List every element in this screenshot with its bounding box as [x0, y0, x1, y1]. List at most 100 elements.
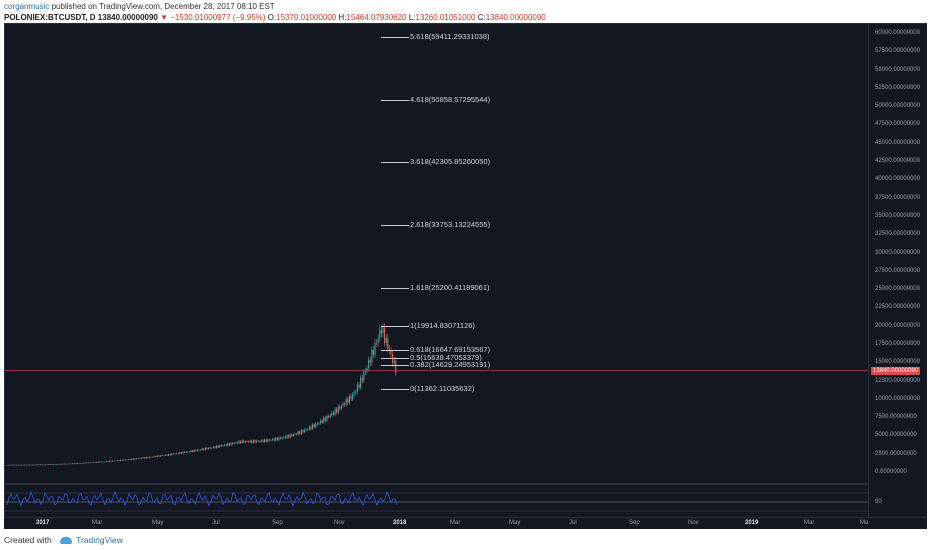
candle-body	[92, 462, 94, 464]
candle-body	[172, 453, 174, 455]
candle-body	[312, 424, 314, 429]
candle-body	[128, 459, 130, 460]
fib-level-line[interactable]	[381, 326, 409, 328]
candle-body	[320, 420, 322, 424]
price-axis-tick: 12500.00000000	[875, 377, 921, 384]
candle-body	[336, 409, 338, 413]
fib-level-line[interactable]	[381, 364, 409, 366]
open-label: O:	[267, 13, 277, 22]
fib-level-line[interactable]	[381, 99, 409, 101]
candle-body	[62, 463, 64, 465]
author-link[interactable]: corganmusic	[4, 2, 50, 11]
fib-level-line[interactable]	[381, 357, 409, 359]
tradingview-brand-link[interactable]: TradingView	[76, 535, 123, 545]
candle-body	[184, 451, 186, 453]
candle-body	[49, 464, 51, 465]
candle-body	[142, 457, 144, 459]
candle-body	[78, 463, 80, 464]
price-axis-tick: 35000.00000000	[875, 212, 921, 219]
candle-body	[144, 457, 146, 459]
fib-level-line[interactable]	[381, 388, 409, 390]
candle-body	[115, 460, 117, 462]
candle-body	[369, 359, 371, 363]
close-label: C:	[477, 13, 486, 22]
candle-body	[225, 444, 227, 446]
time-axis[interactable]: 2017 Mar May Jul Sep Nov 2018 Mar May Jul Sep Nov 20…	[4, 518, 869, 529]
candle-body	[307, 429, 309, 431]
candle-body	[206, 447, 208, 450]
candle-body	[118, 460, 120, 461]
fib-level-line[interactable]	[381, 162, 409, 164]
candle-body	[212, 446, 214, 448]
fib-level-line[interactable]	[381, 287, 409, 289]
candle-body	[217, 445, 219, 448]
candle-body	[152, 457, 154, 458]
candle-body	[192, 450, 194, 452]
current-price-tag: 13840.00000090	[871, 366, 921, 375]
candle-body	[385, 338, 387, 343]
candle-body	[280, 437, 282, 439]
candle-body	[44, 464, 46, 466]
fib-level-line[interactable]	[381, 350, 409, 352]
time-axis-tick: May	[509, 520, 521, 526]
candle-body	[204, 447, 206, 450]
candle-body	[166, 454, 168, 456]
fib-level-label: 0.618(16647.69153567)	[410, 345, 491, 355]
candle-body	[179, 452, 181, 454]
time-axis-tick: Nov	[334, 520, 345, 526]
candle-body	[83, 462, 85, 464]
price-axis-tick: 0.00000000	[875, 469, 907, 475]
candle-body	[16, 464, 18, 466]
axis-corner	[869, 518, 927, 529]
price-axis-tick: 2500.00000000	[875, 450, 917, 457]
candle-body	[54, 464, 56, 465]
candle-body	[38, 464, 40, 466]
candle-body	[358, 384, 360, 388]
candle-body	[24, 464, 26, 466]
candle-body	[182, 451, 184, 454]
time-axis-tick: Jul	[212, 520, 220, 526]
candle-body	[278, 437, 280, 441]
candle-body	[297, 431, 299, 435]
candle-body	[254, 440, 256, 443]
candle-body	[188, 451, 190, 453]
price-axis-tick: 45000.00000000	[875, 139, 921, 146]
time-axis-tick: Mar	[92, 520, 103, 526]
fib-level-line[interactable]	[381, 37, 409, 39]
fib-level-line[interactable]	[381, 225, 409, 227]
main-chart-pane[interactable]: 5.618(59411.29331038) 4.618(50858.5729554…	[4, 23, 869, 484]
candle-body	[75, 463, 77, 464]
candle-body	[140, 458, 142, 459]
candle-body	[84, 462, 86, 464]
candle-body	[268, 439, 270, 441]
candle-body	[81, 463, 83, 464]
candle-body	[384, 327, 386, 343]
candle-body	[100, 461, 102, 463]
candle-body	[249, 440, 251, 443]
candle-body	[294, 433, 296, 435]
price-axis-tick: 22500.00000000	[875, 304, 921, 311]
price-axis-tick: 40000.00000000	[875, 176, 921, 183]
candle-body	[374, 342, 376, 355]
time-axis-tick: Nov	[688, 520, 699, 526]
price-axis[interactable]: 60000.00000000 57500.00000000 55000.000000…	[869, 23, 927, 518]
open-value: 15370.01000000	[276, 13, 337, 22]
candle-body	[209, 447, 211, 449]
candle-body	[364, 370, 366, 373]
symbol-name[interactable]: POLONIEX:BTCUSDT, D	[4, 13, 96, 22]
candle-body	[17, 464, 19, 466]
candle-body	[347, 399, 349, 403]
candle-body	[113, 460, 115, 462]
candle-body	[360, 377, 362, 388]
candle-body	[324, 417, 326, 421]
rsi-pane[interactable]	[4, 484, 869, 518]
candle-body	[60, 463, 62, 465]
last-price: 13840.00000090	[97, 13, 158, 22]
time-axis-tick: Sep	[629, 520, 640, 526]
candle-body	[99, 461, 101, 463]
candle-body	[8, 465, 10, 466]
close-value: 13840.00000090	[485, 13, 546, 22]
price-axis-tick: 55000.00000000	[875, 66, 921, 73]
candle-body	[390, 350, 392, 354]
candle-body	[203, 448, 205, 450]
